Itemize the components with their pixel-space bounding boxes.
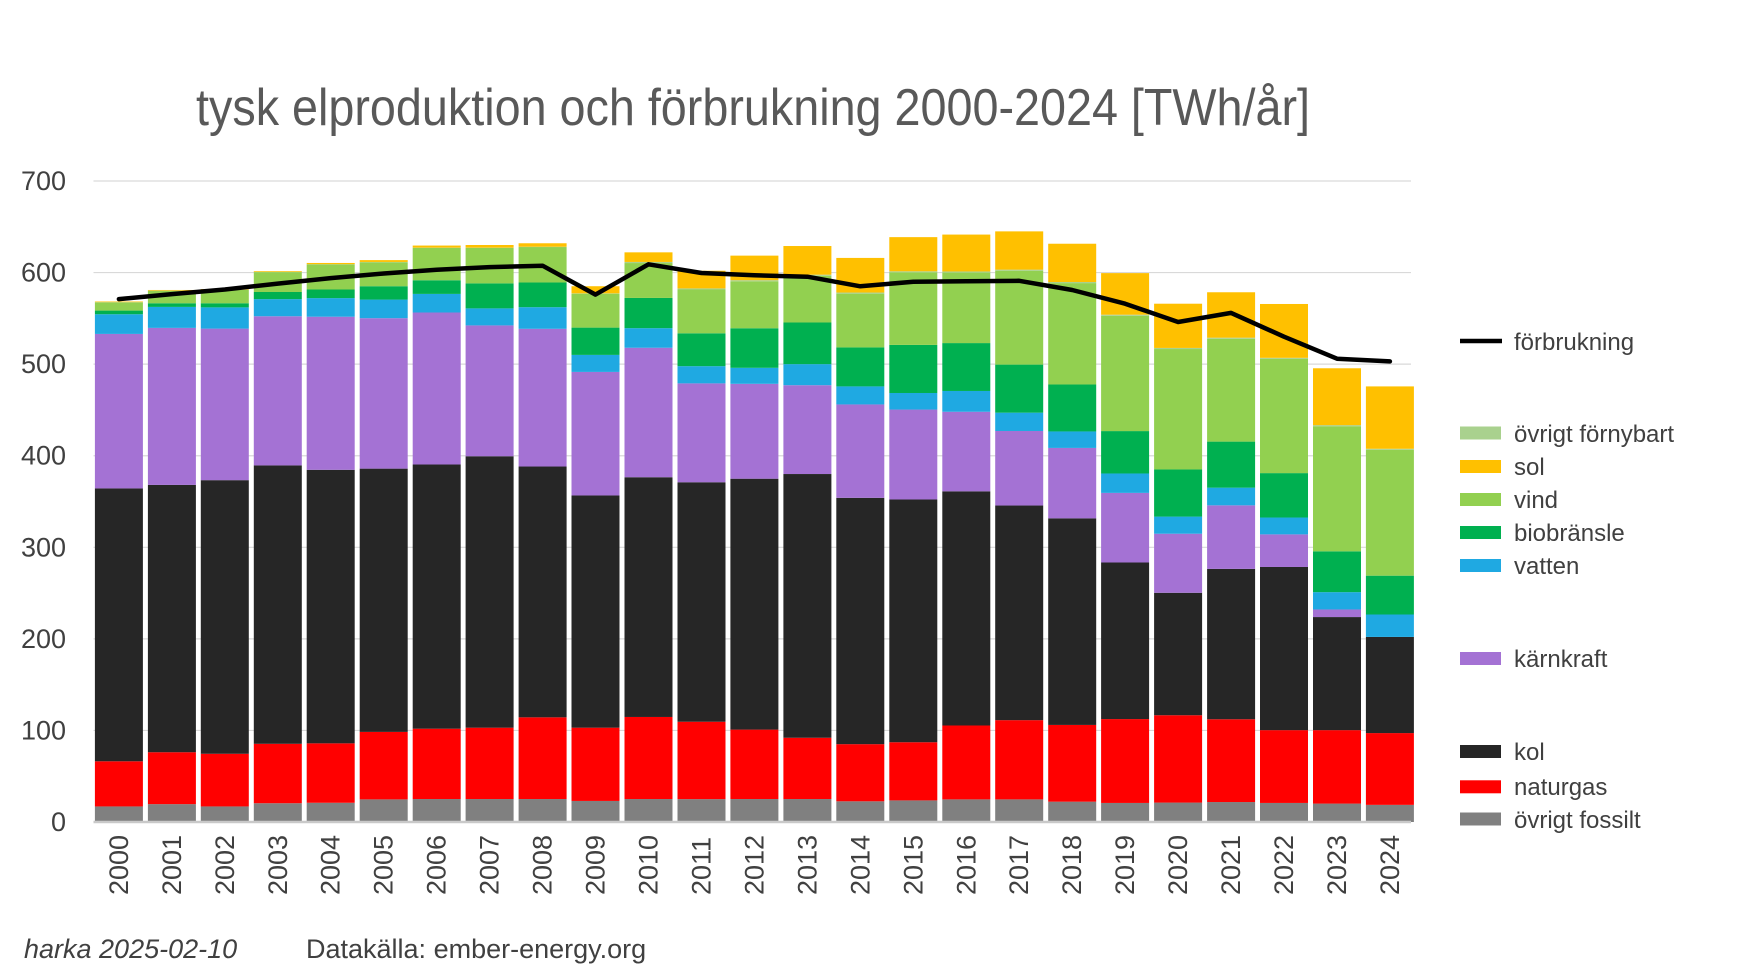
svg-text:2007: 2007 (475, 835, 505, 895)
svg-text:200: 200 (21, 624, 66, 654)
svg-text:2012: 2012 (739, 835, 769, 895)
svg-text:vatten: vatten (1514, 553, 1579, 580)
svg-text:2019: 2019 (1110, 835, 1140, 895)
svg-text:övrigt fossilt: övrigt fossilt (1514, 807, 1641, 834)
svg-text:2003: 2003 (263, 835, 293, 895)
svg-text:2010: 2010 (634, 835, 664, 895)
svg-text:2004: 2004 (316, 835, 346, 895)
svg-text:700: 700 (21, 166, 66, 196)
svg-text:2009: 2009 (581, 835, 611, 895)
svg-text:0: 0 (51, 807, 66, 837)
svg-text:2008: 2008 (528, 835, 558, 895)
svg-text:2015: 2015 (898, 835, 928, 895)
svg-text:300: 300 (21, 532, 66, 562)
svg-text:2005: 2005 (369, 835, 399, 895)
svg-text:2000: 2000 (104, 835, 134, 895)
svg-text:kärnkraft: kärnkraft (1514, 646, 1608, 673)
svg-text:2018: 2018 (1057, 835, 1087, 895)
svg-text:naturgas: naturgas (1514, 774, 1607, 801)
svg-text:2002: 2002 (210, 835, 240, 895)
svg-text:tysk elproduktion och förbrukn: tysk elproduktion och förbrukning 2000-2… (196, 79, 1310, 137)
svg-text:2024: 2024 (1375, 835, 1405, 895)
svg-text:2001: 2001 (157, 835, 187, 895)
svg-text:2017: 2017 (1004, 835, 1034, 895)
svg-text:övrigt förnybart: övrigt förnybart (1514, 421, 1674, 448)
svg-text:biobränsle: biobränsle (1514, 520, 1625, 547)
svg-text:500: 500 (21, 349, 66, 379)
svg-text:harka 2025-02-10: harka 2025-02-10 (24, 934, 237, 964)
svg-text:2021: 2021 (1216, 835, 1246, 895)
svg-text:2020: 2020 (1163, 835, 1193, 895)
svg-text:Datakälla: ember-energy.org: Datakälla: ember-energy.org (306, 934, 646, 964)
svg-text:sol: sol (1514, 454, 1545, 481)
svg-text:vind: vind (1514, 487, 1558, 514)
svg-text:2023: 2023 (1322, 835, 1352, 895)
svg-text:100: 100 (21, 715, 66, 745)
svg-text:2016: 2016 (951, 835, 981, 895)
svg-text:2006: 2006 (422, 835, 452, 895)
svg-text:2022: 2022 (1269, 835, 1299, 895)
svg-text:kol: kol (1514, 739, 1545, 766)
svg-text:400: 400 (21, 441, 66, 471)
svg-text:2013: 2013 (792, 835, 822, 895)
svg-text:2014: 2014 (845, 835, 875, 895)
svg-text:2011: 2011 (687, 837, 717, 895)
svg-text:600: 600 (21, 258, 66, 288)
svg-text:förbrukning: förbrukning (1514, 329, 1634, 356)
